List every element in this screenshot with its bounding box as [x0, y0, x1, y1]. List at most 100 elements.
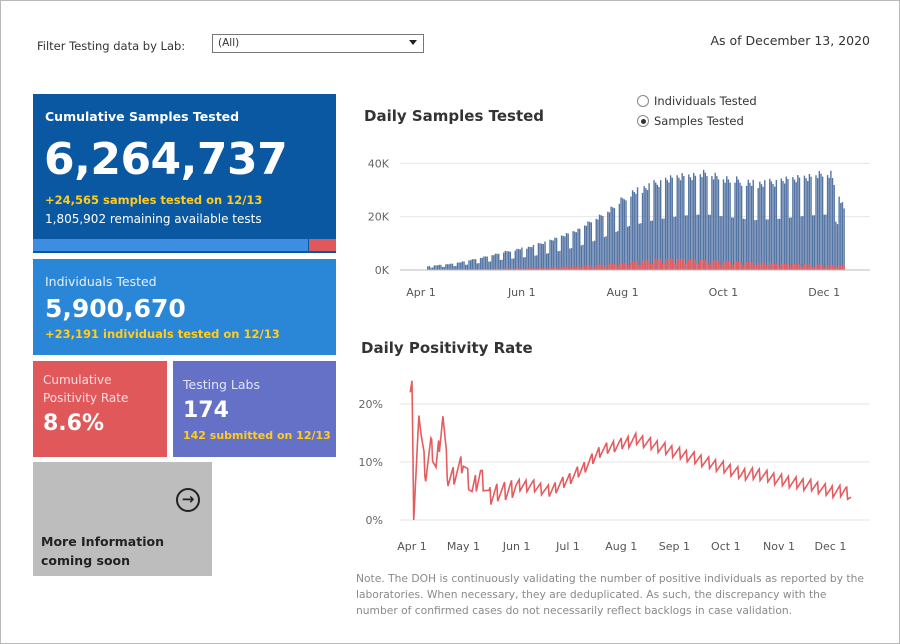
- positive-bar: [595, 264, 597, 270]
- radio-samples-tested[interactable]: Samples Tested: [637, 111, 757, 131]
- positive-bar: [583, 265, 586, 270]
- positive-bar: [579, 266, 581, 270]
- sample-bar: [803, 175, 806, 270]
- metric-radio-group: Individuals Tested Samples Tested: [637, 91, 757, 131]
- positive-bar: [521, 268, 523, 270]
- positive-bar: [517, 268, 520, 270]
- positive-bar: [731, 264, 733, 270]
- sample-bar: [821, 176, 824, 270]
- sample-bar: [435, 265, 437, 270]
- sample-bar: [674, 216, 677, 270]
- positive-bar: [787, 263, 789, 270]
- positivity-rate-title: Cumulative Positivity Rate: [43, 373, 129, 405]
- sample-bar: [712, 179, 715, 270]
- sample-bar: [613, 208, 616, 270]
- radio-individuals-label: Individuals Tested: [654, 94, 757, 108]
- sample-bar: [506, 251, 508, 270]
- sample-bar: [569, 248, 571, 270]
- positive-bar: [674, 263, 677, 270]
- positive-bar: [835, 267, 837, 270]
- positive-bar: [679, 259, 682, 270]
- sample-bar: [519, 249, 521, 270]
- sample-bar: [607, 211, 609, 270]
- sample-bar: [671, 177, 673, 270]
- sample-bar: [788, 217, 791, 270]
- sample-bar: [737, 179, 740, 270]
- positive-bar: [790, 266, 792, 270]
- sample-bar: [729, 182, 731, 270]
- lab-filter-value: (All): [218, 37, 240, 49]
- sample-bar: [823, 214, 825, 270]
- positive-bar: [818, 264, 821, 270]
- sample-bar: [489, 261, 492, 270]
- positive-bar: [626, 265, 629, 270]
- sample-bar: [580, 245, 583, 270]
- positive-bar: [683, 259, 685, 270]
- sample-bar: [618, 203, 621, 270]
- positive-bar: [648, 259, 650, 270]
- sample-bar: [818, 170, 821, 270]
- positive-bar: [712, 260, 715, 270]
- positive-bar: [491, 268, 493, 270]
- sample-bar: [458, 262, 460, 270]
- sample-bar: [815, 175, 817, 270]
- positive-bar: [590, 265, 592, 270]
- positive-bar: [494, 268, 497, 270]
- sample-bar: [488, 261, 490, 270]
- sample-bar: [778, 218, 781, 270]
- lab-filter-dropdown[interactable]: (All): [212, 34, 424, 53]
- positive-bar: [800, 266, 802, 270]
- radio-individuals-tested[interactable]: Individuals Tested: [637, 91, 757, 111]
- sample-bar: [445, 264, 447, 270]
- positive-bar: [650, 263, 652, 270]
- positive-bar: [613, 263, 616, 270]
- sample-bar: [704, 172, 707, 270]
- positive-bar: [496, 268, 498, 270]
- sample-bar: [812, 215, 814, 270]
- positive-bar: [612, 263, 614, 270]
- positive-bar: [483, 268, 485, 270]
- sample-bar: [717, 179, 720, 270]
- radio-circle-icon[interactable]: [637, 95, 649, 107]
- arrow-right-circle-icon[interactable]: →: [176, 488, 200, 512]
- sample-bar: [716, 176, 718, 270]
- sample-bar: [615, 231, 617, 270]
- sample-bar: [628, 226, 630, 270]
- sample-bar: [620, 197, 622, 270]
- positive-bar: [775, 263, 778, 270]
- positive-bar: [549, 267, 551, 270]
- sample-bar: [498, 253, 500, 270]
- positive-bar: [567, 266, 569, 270]
- sample-bar: [830, 170, 832, 270]
- sample-bar: [792, 177, 794, 270]
- positive-bar: [689, 259, 692, 270]
- sample-bar: [800, 216, 802, 270]
- positive-bar: [717, 260, 720, 270]
- positive-bar: [838, 265, 840, 270]
- positive-bar: [588, 265, 591, 270]
- sample-bar: [455, 265, 457, 270]
- sample-bar: [531, 247, 533, 270]
- positive-bar: [653, 258, 655, 270]
- sample-bar: [534, 255, 536, 270]
- positive-bar: [597, 264, 599, 270]
- positive-bar: [826, 264, 829, 270]
- more-information-tile[interactable]: → More Information coming soon: [33, 462, 212, 576]
- sample-bar: [688, 174, 690, 270]
- positive-bar: [724, 261, 726, 270]
- positive-bar: [745, 262, 748, 270]
- positive-bar: [539, 267, 541, 270]
- positive-bar: [617, 266, 619, 270]
- sample-bar: [450, 263, 452, 270]
- positive-bar: [709, 264, 711, 270]
- sample-bar: [722, 179, 725, 270]
- radio-selected-icon[interactable]: [637, 115, 649, 127]
- positive-bar: [605, 266, 607, 270]
- positive-bar: [747, 261, 749, 270]
- sample-bar: [711, 176, 713, 270]
- positive-bar: [740, 262, 743, 270]
- sample-bar: [702, 169, 705, 270]
- positive-bar: [726, 260, 728, 270]
- as-of-date: As of December 13, 2020: [710, 33, 870, 48]
- sample-bar: [655, 182, 657, 270]
